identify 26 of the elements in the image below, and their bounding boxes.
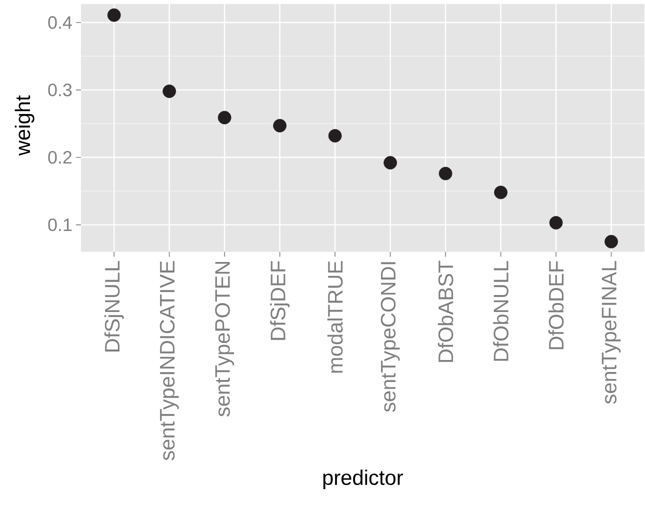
point xyxy=(604,235,618,249)
point xyxy=(384,156,397,170)
y-tick-label: 0.2 xyxy=(48,151,72,164)
x-tick-label: DfSjNULL xyxy=(104,261,124,352)
y-tick-label: 0.1 xyxy=(48,218,72,232)
x-tick-label: DfObABST xyxy=(438,260,454,362)
point xyxy=(162,84,176,98)
x-tick-label: DfSjDEF xyxy=(270,261,290,340)
point xyxy=(549,216,563,230)
x-tick-label: DfObNULL xyxy=(493,261,508,362)
point xyxy=(494,186,508,200)
point xyxy=(107,8,121,22)
x-tick-label: DfObDEF xyxy=(548,261,564,350)
point xyxy=(438,167,452,180)
point xyxy=(273,119,286,133)
x-tick-label: modalTRUE xyxy=(327,261,343,373)
x-tick-label: sentTypeCONDI xyxy=(380,262,400,412)
x-tick-label: sentTypeINDICATIVE xyxy=(160,261,179,461)
y-axis-title: weight xyxy=(14,96,34,156)
point xyxy=(218,111,232,125)
x-axis-title: predictor xyxy=(323,470,403,490)
point xyxy=(328,129,342,143)
x-tick-label: sentTypePOTEN xyxy=(215,262,234,417)
y-tick-label: 0.4 xyxy=(48,16,72,30)
y-tick-label: 0.3 xyxy=(48,84,72,97)
x-tick-label: sentTypeFINAL xyxy=(602,261,621,404)
